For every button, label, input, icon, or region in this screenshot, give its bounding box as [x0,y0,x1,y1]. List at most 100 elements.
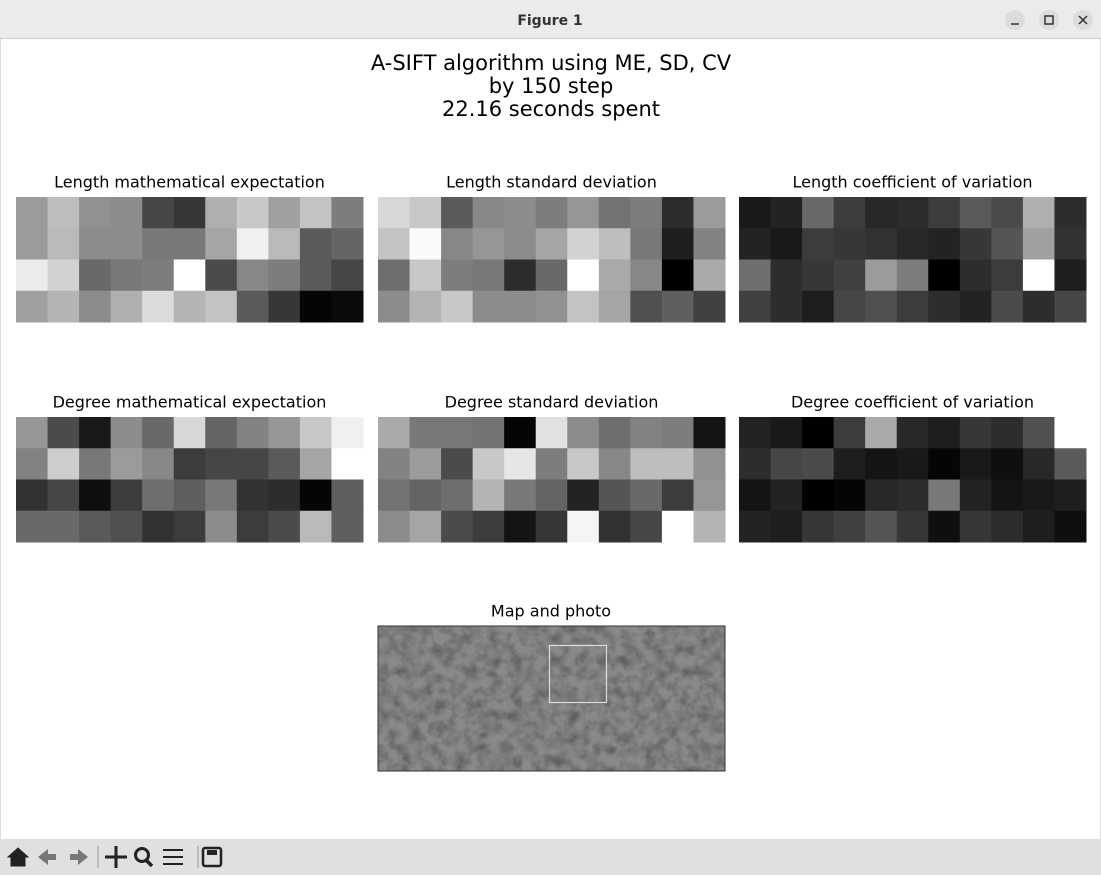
heatmap-cell [535,510,568,543]
heatmap-cell [47,290,80,323]
heatmap-cell [770,290,803,323]
heatmap-cell [1022,290,1055,323]
window-controls[interactable] [1005,10,1093,30]
heatmap-cell [299,228,332,260]
heatmap-cell [504,510,537,543]
zoom-button[interactable] [134,847,150,863]
heatmap-cell [299,197,332,229]
heatmap-cell [770,197,803,229]
toolbar-buttons[interactable] [6,846,223,868]
heatmap-cell [661,259,694,292]
heatmap-cell [802,417,835,449]
heatmap-cell [739,510,772,543]
heatmap-cell [693,479,726,512]
heatmap-cell [173,228,206,260]
heatmap-cell [661,448,694,480]
heatmap-cell [1054,228,1087,260]
map-region-box [548,644,608,704]
heatmap-cell [110,259,143,292]
heatmap-cell [770,448,803,480]
panel-title: Length coefficient of variation [792,173,1032,192]
heatmap-cell [770,228,803,260]
heatmap-cell [79,417,112,449]
heatmap-cell [1054,448,1087,480]
heatmap-cell [598,417,631,449]
heatmap-cell [47,417,80,449]
configure-button[interactable] [163,849,183,865]
minimize-button[interactable] [1005,10,1025,30]
heatmap-cell [991,197,1024,229]
figure-title-line: 22.16 seconds spent [442,97,660,121]
save-button[interactable] [201,846,223,868]
heatmap-cell [299,448,332,480]
heatmap-cell [79,290,112,323]
home-button[interactable] [6,847,30,867]
heatmap-cell [331,197,364,229]
heatmap-cell [236,510,269,543]
heatmap-cell [236,417,269,449]
heatmap-cell [331,479,364,512]
heatmap-cell [236,448,269,480]
heatmap-cell [173,417,206,449]
heatmap-cell [378,510,411,543]
heatmap-cell [928,290,961,323]
heatmap-cell [991,479,1024,512]
heatmap-cell [693,197,726,229]
heatmap-cell [928,417,961,449]
heatmap-cell [472,259,505,292]
heatmap-cell [441,228,474,260]
heatmap-cell [142,417,175,449]
pan-button[interactable] [105,846,127,868]
heatmap-cell [1054,259,1087,292]
heatmap-cell [110,290,143,323]
back-button[interactable] [38,849,56,865]
heatmap-cell [142,510,175,543]
heatmap-cell [142,228,175,260]
figure-title-line: A-SIFT algorithm using ME, SD, CV [371,51,732,75]
heatmap-cell [378,259,411,292]
heatmap-cell [693,448,726,480]
figure-title-line: by 150 step [489,74,614,98]
heatmap-cell [959,510,992,543]
heatmap-cell [236,290,269,323]
heatmap-cell [598,259,631,292]
heatmap-cell [865,510,898,543]
heatmap-cell [79,259,112,292]
heatmap-cell [409,197,442,229]
heatmap-cell [661,479,694,512]
heatmap-cell [739,448,772,480]
maximize-button[interactable] [1039,10,1059,30]
heatmap-cell [598,448,631,480]
heatmap-cell [535,228,568,260]
heatmap-cell [268,448,301,480]
heatmap-cell [598,479,631,512]
heatmap-cell [1054,290,1087,323]
heatmap-cell [268,479,301,512]
heatmap-cell [535,290,568,323]
heatmap-cell [959,417,992,449]
heatmap-cell [896,197,929,229]
map-border [377,625,726,772]
forward-button[interactable] [70,849,88,865]
heatmap-cell [928,228,961,260]
heatmap-cell [959,290,992,323]
heatmap-cell [472,197,505,229]
heatmap-cell [630,448,663,480]
heatmap-cell [79,228,112,260]
heatmap-cell [1054,197,1087,229]
heatmap-cell [1022,479,1055,512]
heatmap-cell [79,197,112,229]
map-photo [377,625,726,772]
heatmap-cell [567,197,600,229]
heatmap-cell [441,448,474,480]
heatmap-cell [896,510,929,543]
heatmap-cell [504,479,537,512]
heatmap-cell [896,290,929,323]
heatmap-cell [928,197,961,229]
heatmap-cell [79,510,112,543]
heatmap-cell [504,259,537,292]
heatmap-cell [331,228,364,260]
heatmap-cell [739,197,772,229]
heatmap-cell [472,510,505,543]
